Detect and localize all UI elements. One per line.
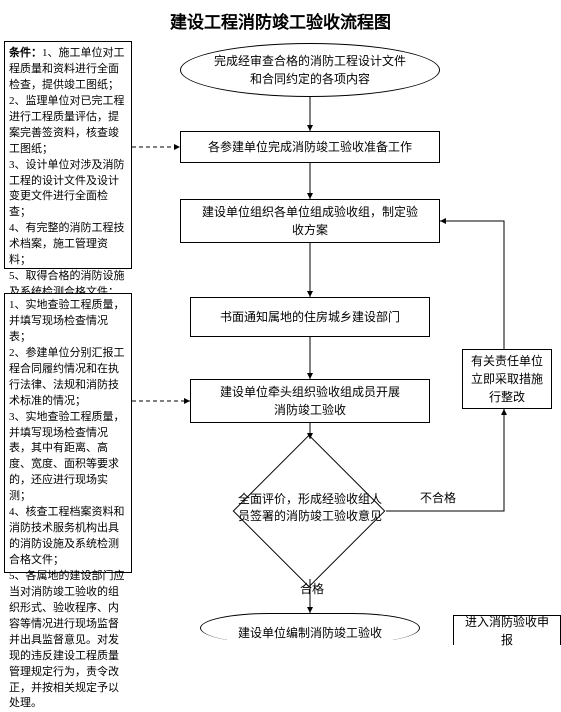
node-decision-text: 全面评价，形成经验收组人 员签署的消防竣工验收意见 [238, 492, 382, 523]
node-plan: 建设单位组织各单位组成验收组，制定验 收方案 [180, 199, 440, 243]
side-steps-box: 1、实地查验工程质量，并填写现场检查情况表； 2、参建单位分别汇报工程合同履约情… [4, 293, 132, 573]
flowchart-canvas: 条件：1、施工单位对工程质量和资料进行全面检查，提供竣工图纸； 2、监理单位对已… [0, 39, 561, 629]
node-plan-label: 建设单位组织各单位组成验收组，制定验 收方案 [202, 203, 418, 239]
node-report-label: 建设单位编制消防竣工验收 [238, 624, 382, 642]
node-execute-label: 建设单位牵头组织验收组成员开展 消防竣工验收 [220, 383, 400, 419]
node-apply: 进入消防验收申报 [453, 615, 561, 645]
node-notify-label: 书面通知属地的住房城乡建设部门 [220, 308, 400, 326]
side-conditions-heading: 条件： [9, 47, 42, 59]
node-prepare: 各参建单位完成消防竣工验收准备工作 [180, 131, 440, 163]
node-execute: 建设单位牵头组织验收组成员开展 消防竣工验收 [190, 379, 430, 423]
node-start-label: 完成经审查合格的消防工程设计文件 和合同约定的各项内容 [214, 52, 406, 88]
side-conditions-box: 条件：1、施工单位对工程质量和资料进行全面检查，提供竣工图纸； 2、监理单位对已… [4, 41, 132, 269]
node-start: 完成经审查合格的消防工程设计文件 和合同约定的各项内容 [180, 43, 440, 97]
edge-label-pass: 合格 [300, 580, 324, 597]
node-rectify: 有关责任单位 立即采取措施 行整改 [462, 349, 552, 409]
node-report: 建设单位编制消防竣工验收 [200, 613, 420, 643]
page-title: 建设工程消防竣工验收流程图 [0, 0, 561, 39]
side-steps-text: 1、实地查验工程质量，并填写现场检查情况表； 2、参建单位分别汇报工程合同履约情… [9, 299, 125, 709]
node-prepare-label: 各参建单位完成消防竣工验收准备工作 [208, 138, 412, 156]
node-rectify-label: 有关责任单位 立即采取措施 行整改 [471, 352, 543, 406]
node-decision-label: 全面评价，形成经验收组人 员签署的消防竣工验收意见 [220, 491, 400, 525]
edge-label-fail: 不合格 [420, 489, 456, 506]
node-apply-label: 进入消防验收申报 [462, 613, 552, 649]
node-notify: 书面通知属地的住房城乡建设部门 [190, 297, 430, 337]
